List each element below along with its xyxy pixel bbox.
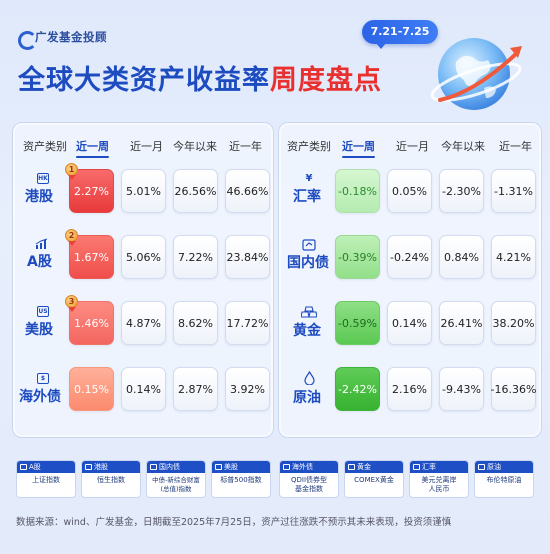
row-label: 汇率	[293, 189, 321, 205]
dollar-icon: $	[37, 373, 49, 384]
row-label: 美股	[25, 322, 53, 338]
rank-medal-icon: 1	[65, 163, 78, 180]
cell-ytd: 0.84%	[439, 235, 484, 279]
cell-month: 0.05%	[387, 169, 432, 213]
brand-logo-icon	[18, 30, 37, 50]
cell-week: 1.67%	[69, 235, 114, 279]
legend-item-crude-oil: 原油 布伦特原油	[474, 460, 534, 498]
page-title: 全球大类资产收益率周度盘点	[18, 65, 382, 96]
column-header-ytd[interactable]: 今年以来	[173, 140, 217, 153]
cell-ytd: 8.62%	[173, 301, 218, 345]
column-header-ytd[interactable]: 今年以来	[441, 140, 485, 153]
left-returns-table: 资产类别 近一周 近一月 今年以来 近一年 HK 港股 2.27% 1 5.01…	[12, 122, 274, 438]
legend-tag-icon	[283, 464, 290, 470]
row-label: A股	[27, 254, 52, 270]
legend-tag-icon	[478, 464, 485, 470]
cell-year: 46.66%	[225, 169, 270, 213]
column-header-asset: 资产类别	[23, 140, 67, 153]
legend-tag-icon	[348, 464, 355, 470]
legend-item-us-stock: 美股 标普500指数	[211, 460, 271, 498]
row-label: 港股	[25, 189, 53, 205]
cell-week: -2.42%	[335, 367, 380, 411]
yen-icon: ¥	[305, 173, 313, 184]
bar-chart-icon	[35, 238, 48, 249]
cell-ytd: 26.56%	[173, 169, 218, 213]
cell-ytd: 2.87%	[173, 367, 218, 411]
rank-medal-icon: 3	[65, 295, 78, 312]
cell-month: 5.01%	[121, 169, 166, 213]
legend-item-domestic-bond: 国内债 中债-新综合财富 (总值)指数	[146, 460, 206, 498]
bond-icon	[302, 239, 316, 251]
brand-name: 广发基金投顾	[35, 30, 107, 44]
cell-ytd: -2.30%	[439, 169, 484, 213]
date-range-badge: 7.21-7.25	[362, 20, 438, 49]
column-header-asset: 资产类别	[287, 140, 331, 153]
column-header-week[interactable]: 近一周	[76, 140, 109, 158]
cell-ytd: -9.43%	[439, 367, 484, 411]
brand-logo: 广发基金投顾	[18, 29, 107, 50]
column-header-year[interactable]: 近一年	[499, 140, 532, 153]
data-source-footnote: 数据来源：wind、广发基金，日期截至2025年7月25日，资产过往涨跌不预示其…	[16, 517, 452, 528]
hk-icon: HK	[37, 173, 49, 184]
cell-year: 23.84%	[225, 235, 270, 279]
cell-month: 5.06%	[121, 235, 166, 279]
cell-year: 3.92%	[225, 367, 270, 411]
cell-year: -16.36%	[491, 367, 536, 411]
cell-ytd: 26.41%	[439, 301, 484, 345]
cell-year: 17.72%	[225, 301, 270, 345]
cell-year: -1.31%	[491, 169, 536, 213]
cell-week: -0.18%	[335, 169, 380, 213]
legend-tag-icon	[150, 464, 157, 470]
legend-item-fx: 汇率 美元兑离岸 人民币	[409, 460, 469, 498]
legend-item-hk: 港股 恒生指数	[81, 460, 141, 498]
cell-week: -0.39%	[335, 235, 380, 279]
row-label: 原油	[293, 390, 321, 406]
cell-year: 4.21%	[491, 235, 536, 279]
legend-tag-icon	[85, 464, 92, 470]
rank-medal-icon: 2	[65, 229, 78, 246]
column-header-year[interactable]: 近一年	[229, 140, 262, 153]
us-icon: US	[37, 306, 49, 317]
globe-icon	[430, 38, 522, 110]
row-label: 国内债	[287, 255, 329, 271]
legend-item-overseas-bond: 海外债 QDII债券型 基金指数	[279, 460, 339, 498]
cell-week: 0.15%	[69, 367, 114, 411]
column-header-month[interactable]: 近一月	[130, 140, 163, 153]
cell-ytd: 7.22%	[173, 235, 218, 279]
legend-tag-icon	[413, 464, 420, 470]
cell-year: 38.20%	[491, 301, 536, 345]
cell-week: 1.46%	[69, 301, 114, 345]
legend-tag-icon	[215, 464, 222, 470]
legend-tag-icon	[20, 464, 27, 470]
oil-drop-icon	[304, 371, 315, 385]
right-returns-table: 资产类别 近一周 近一月 今年以来 近一年 ¥ 汇率 -0.18% 0.05% …	[278, 122, 542, 438]
gold-icon	[301, 306, 317, 318]
cell-week: 2.27%	[69, 169, 114, 213]
legend-item-gold: 黄金 COMEX黄金	[344, 460, 404, 498]
cell-month: 0.14%	[387, 301, 432, 345]
cell-month: 2.16%	[387, 367, 432, 411]
cell-month: 4.87%	[121, 301, 166, 345]
row-label: 海外债	[19, 389, 61, 405]
legend-item-a-share: A股 上证指数	[16, 460, 76, 498]
cell-month: 0.14%	[121, 367, 166, 411]
cell-week: -0.59%	[335, 301, 380, 345]
column-header-week[interactable]: 近一周	[342, 140, 375, 158]
column-header-month[interactable]: 近一月	[396, 140, 429, 153]
cell-month: -0.24%	[387, 235, 432, 279]
row-label: 黄金	[293, 323, 321, 339]
